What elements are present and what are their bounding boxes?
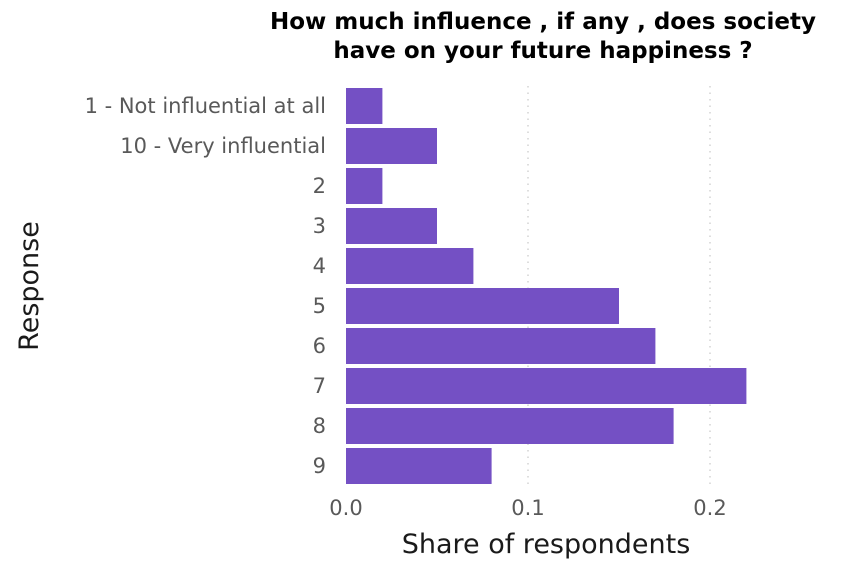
x-axis-tick-labels: 0.0 0.1 0.2: [329, 496, 726, 520]
chart-title-line-2: have on your future happiness ?: [333, 38, 752, 64]
chart-title-line-1: How much influence , if any , does socie…: [270, 9, 816, 35]
x-tick-label-1: 0.1: [511, 496, 544, 520]
x-axis-title: Share of respondents: [402, 529, 691, 560]
bar-4: [346, 248, 474, 284]
bar-8: [346, 408, 674, 444]
bar-9: [346, 448, 492, 484]
bar-7: [346, 368, 747, 404]
chart-title: How much influence , if any , does socie…: [270, 9, 816, 64]
y-axis-title: Response: [14, 221, 45, 351]
y-tick-label-6: 6: [313, 334, 326, 358]
y-tick-label-8: 8: [313, 414, 326, 438]
y-tick-label-9: 9: [313, 454, 326, 478]
bar-5: [346, 288, 619, 324]
bar-3: [346, 208, 437, 244]
bar-1: [346, 128, 437, 164]
x-tick-label-2: 0.2: [693, 496, 726, 520]
bars: [346, 88, 747, 484]
y-tick-label-2: 2: [313, 174, 326, 198]
y-tick-label-3: 3: [313, 214, 326, 238]
bar-6: [346, 328, 656, 364]
x-tick-label-0: 0.0: [329, 496, 362, 520]
y-tick-label-0: 1 - Not influential at all: [85, 94, 326, 118]
y-axis-tick-labels: 1 - Not influential at all 10 - Very infl…: [85, 94, 326, 478]
bar-0: [346, 88, 383, 124]
y-tick-label-7: 7: [313, 374, 326, 398]
y-tick-label-5: 5: [313, 294, 326, 318]
y-tick-label-4: 4: [313, 254, 326, 278]
bar-2: [346, 168, 383, 204]
y-tick-label-1: 10 - Very influential: [120, 134, 326, 158]
